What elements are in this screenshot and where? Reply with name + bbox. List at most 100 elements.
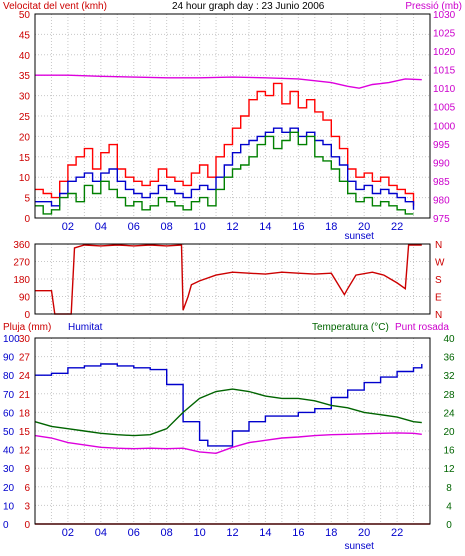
series-layer — [35, 74, 422, 215]
x-tick-label: 20 — [358, 527, 370, 539]
compass-label: N — [435, 240, 442, 251]
x-tick-label: 22 — [391, 221, 403, 233]
y-tick-label: 6 — [24, 483, 30, 494]
y-tick-label: 12 — [443, 464, 455, 475]
series-line-temperatura — [34, 388, 422, 437]
y-tick-label: 1005 — [433, 103, 456, 114]
right-axis-label: Pressió (mb) — [405, 1, 462, 12]
y-tick-label: 9 — [24, 464, 30, 475]
y-tick-label: 60 — [3, 408, 15, 419]
series-line-gust — [35, 82, 415, 206]
x-tick-label: 12 — [226, 221, 238, 233]
y-tick-label: 10 — [19, 173, 31, 184]
plot-frame — [34, 13, 431, 219]
y-tick-label: 24 — [19, 371, 31, 382]
y-tick-label: 985 — [433, 177, 450, 188]
y-tick-label: 3 — [24, 501, 30, 512]
y-tick-label: 40 — [443, 334, 455, 345]
y-tick-label: 50 — [3, 427, 15, 438]
y-tick-label: 270 — [13, 258, 30, 269]
wind-pressure-panel: Velocitat del vent (kmh) 24 hour graph d… — [3, 1, 462, 242]
x-tick-label: 18 — [325, 527, 337, 539]
x-tick-label: 16 — [292, 221, 304, 233]
right-tick-labels: 975 980 985 990 995 1000 1005 1010 1015 1020 1025 1… — [433, 10, 456, 225]
y-tick-label: 50 — [19, 10, 31, 21]
x-tick-label: 10 — [193, 221, 205, 233]
x-tick-label: 08 — [161, 221, 173, 233]
y-tick-label: 0 — [24, 214, 30, 225]
y-tick-label: 100 — [3, 334, 20, 345]
x-tick-label: 14 — [259, 527, 271, 539]
y-tick-label: 5 — [24, 194, 30, 205]
y-tick-label: 45 — [19, 30, 31, 41]
plot-frame — [34, 243, 431, 315]
y-tick-label: 180 — [13, 275, 30, 286]
y-tick-label: 0 — [446, 520, 452, 531]
rain-tick-labels: 0 3 6 9 12 15 18 21 24 27 30 — [19, 334, 31, 531]
y-tick-label: 980 — [433, 195, 450, 206]
series-line-punt-rosada — [34, 432, 422, 455]
compass-label: S — [435, 275, 442, 286]
y-tick-label: 1010 — [433, 84, 456, 95]
x-tick-label: 16 — [292, 527, 304, 539]
y-tick-label: 0 — [24, 310, 30, 321]
compass-label: N — [435, 310, 442, 321]
y-tick-label: 18 — [19, 408, 31, 419]
y-tick-label: 16 — [443, 446, 455, 457]
y-tick-label: 1030 — [433, 10, 456, 21]
x-tick-label: 18 — [325, 221, 337, 233]
y-tick-label: 990 — [433, 158, 450, 169]
humidity-tick-labels: 0 10 20 30 40 50 60 70 80 90 100 — [3, 334, 20, 531]
humidity-temperature-panel: Pluja (mm) Humitat Temperatura (°C) Punt… — [3, 322, 455, 552]
y-tick-label: 40 — [19, 51, 31, 62]
y-tick-label: 80 — [3, 371, 15, 382]
y-tick-label: 12 — [19, 446, 31, 457]
left-tick-labels: 0 5 10 15 20 25 30 35 40 45 50 — [19, 10, 31, 225]
y-tick-label: 30 — [19, 92, 31, 103]
y-tick-label: 90 — [19, 293, 31, 304]
y-tick-label: 24 — [443, 408, 455, 419]
series-line-average — [35, 127, 415, 210]
y-tick-label: 1000 — [433, 121, 456, 132]
x-tick-label: 12 — [226, 527, 238, 539]
y-tick-label: 30 — [19, 334, 31, 345]
left-axis-label: Velocitat del vent (kmh) — [3, 1, 107, 12]
x-tick-label: 20 — [358, 221, 370, 233]
y-tick-label: 15 — [19, 153, 31, 164]
x-tick-labels: 02 04 06 08 10 12 14 16 18 20 22 — [62, 527, 403, 539]
y-tick-label: 20 — [443, 427, 455, 438]
left-tick-labels: 360 270 180 90 0 — [13, 240, 30, 321]
y-tick-label: 36 — [443, 353, 455, 364]
x-tick-label: 22 — [391, 527, 403, 539]
y-tick-label: 15 — [19, 427, 31, 438]
x-tick-label: 10 — [193, 527, 205, 539]
y-tick-label: 1025 — [433, 29, 456, 40]
plot-frame — [34, 337, 431, 525]
y-tick-label: 0 — [3, 520, 9, 531]
x-tick-label: 02 — [62, 221, 74, 233]
grid — [35, 338, 430, 524]
x-tick-label: 02 — [62, 527, 74, 539]
sunset-label: sunset — [344, 231, 374, 242]
y-tick-label: 35 — [19, 71, 31, 82]
compass-label: W — [435, 258, 445, 269]
y-tick-label: 8 — [446, 483, 452, 494]
y-tick-label: 1020 — [433, 47, 456, 58]
series-line-humitat — [35, 363, 423, 447]
x-tick-label: 06 — [128, 527, 140, 539]
y-tick-label: 1015 — [433, 66, 456, 77]
chart-title: 24 hour graph day : 23 Junio 2006 — [172, 1, 325, 12]
grid — [35, 14, 430, 218]
temperature-tick-labels: 0 4 8 12 16 20 24 28 32 36 40 — [443, 334, 455, 531]
x-tick-labels: 02 04 06 08 10 12 14 16 18 20 22 — [62, 221, 403, 233]
compass-label: E — [435, 293, 442, 304]
y-tick-label: 32 — [443, 371, 455, 382]
dewpoint-axis-label: Punt rosada — [395, 322, 449, 333]
x-tick-label: 04 — [95, 221, 107, 233]
series-line-pressure — [35, 74, 422, 89]
y-tick-label: 995 — [433, 140, 450, 151]
y-tick-label: 975 — [433, 214, 450, 225]
x-tick-label: 04 — [95, 527, 107, 539]
